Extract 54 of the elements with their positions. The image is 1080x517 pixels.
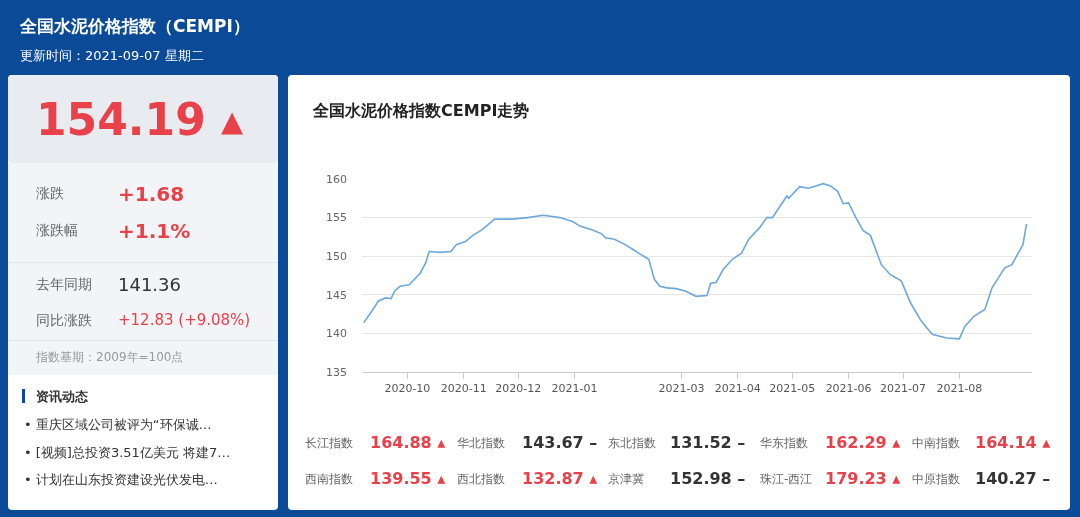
x-tick-label: 2021-06: [825, 382, 872, 396]
text: • 计划在山东投资建设光伏发电…: [24, 471, 218, 487]
text: 涨跌幅: [36, 222, 78, 238]
y-tick-label: 145: [326, 288, 347, 302]
text: 资讯动态: [36, 388, 88, 404]
text: • [视频]总投资3.51亿美元 将建7…: [24, 444, 231, 460]
text: 长江指数: [305, 436, 353, 450]
text: 141.36: [118, 274, 181, 295]
y-tick-label: 155: [326, 211, 347, 225]
text: 164.14 ▴: [975, 433, 1051, 452]
text: 179.23 ▴: [825, 469, 901, 488]
text: 京津冀: [608, 472, 644, 486]
text: • 重庆区域公司被评为“环保诚…: [24, 416, 212, 432]
text: 指数基期：2009年=100点: [36, 350, 184, 364]
text: 中南指数: [912, 436, 960, 450]
y-tick-label: 160: [326, 172, 347, 186]
text: +1.68: [118, 182, 185, 206]
text: 同比涨跌: [36, 312, 92, 328]
text: 164.88 ▴: [370, 433, 446, 452]
line-series: [363, 182, 1028, 340]
text: 中原指数: [912, 472, 960, 486]
x-tick-label: 2020-12: [495, 382, 542, 396]
x-tick-label: 2021-07: [880, 382, 927, 396]
text: 139.55 ▴: [370, 469, 446, 488]
text: +12.83 (+9.08%): [118, 310, 251, 329]
text: 华东指数: [760, 436, 808, 450]
text: 131.52 –: [670, 433, 746, 452]
x-tick-label: 2020-11: [440, 382, 487, 396]
text: 143.67 –: [522, 433, 598, 452]
x-tick-label: 2021-08: [936, 382, 983, 396]
y-tick-label: 135: [326, 365, 347, 379]
text: 华北指数: [457, 436, 505, 450]
text: 140.27 –: [975, 469, 1051, 488]
text: 珠江-西江: [760, 472, 813, 486]
text: 132.87 ▴: [522, 469, 598, 488]
chart-title: 全国水泥价格指数CEMPI走势: [312, 100, 530, 120]
text: 去年同期: [36, 276, 92, 292]
x-tick-label: 2020-10: [384, 382, 431, 396]
text: 西北指数: [457, 472, 505, 486]
y-tick-label: 140: [326, 327, 347, 341]
text: 涨跌: [36, 185, 64, 201]
text: 东北指数: [608, 436, 656, 450]
y-tick-label: 150: [326, 250, 347, 264]
text: 全国水泥价格指数（CEMPI）: [20, 15, 250, 36]
x-tick-label: 2021-03: [658, 382, 705, 396]
x-tick-label: 2021-04: [714, 382, 761, 396]
text: +1.1%: [118, 219, 191, 243]
text: 162.29 ▴: [825, 433, 901, 452]
text: 152.98 –: [670, 469, 746, 488]
text: 更新时间：2021-09-07 星期二: [20, 47, 204, 63]
text: 154.19 ▴: [36, 94, 244, 145]
x-tick-label: 2021-01: [551, 382, 598, 396]
text: 西南指数: [305, 472, 353, 486]
x-tick-label: 2021-05: [769, 382, 816, 396]
